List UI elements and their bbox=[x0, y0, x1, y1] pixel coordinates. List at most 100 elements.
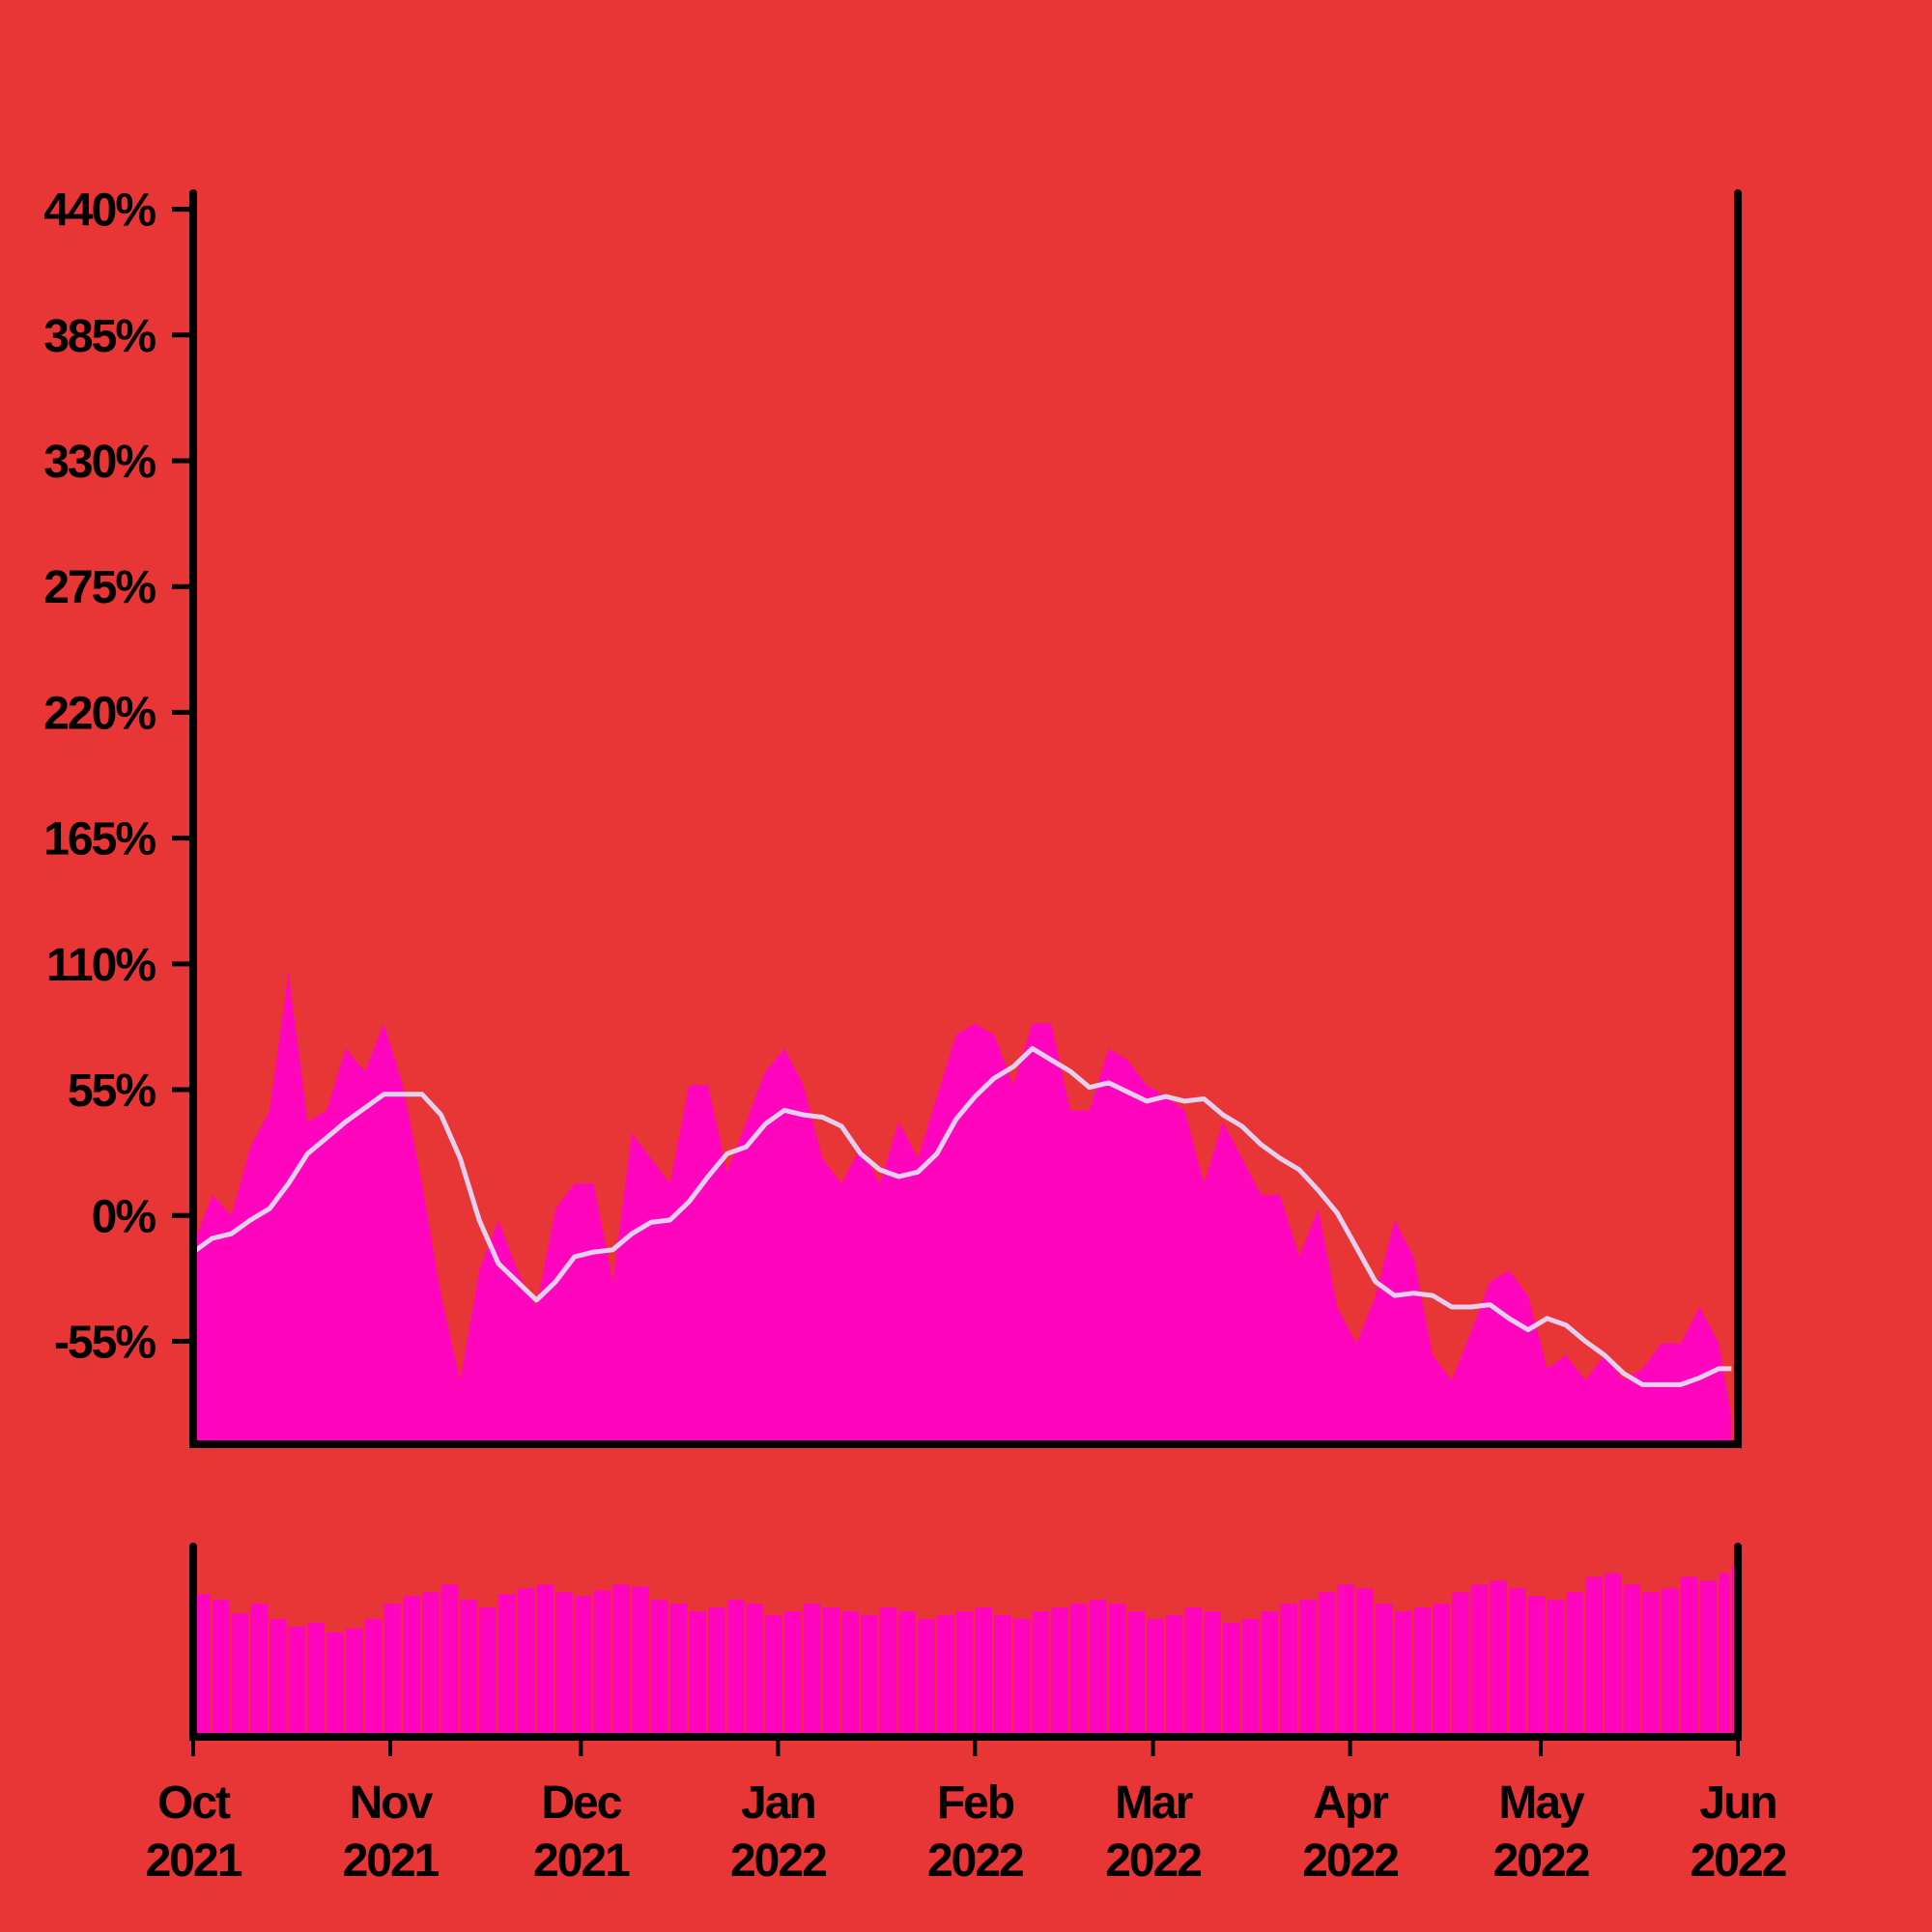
volume-bar bbox=[1165, 1614, 1183, 1737]
volume-bar bbox=[898, 1610, 917, 1737]
volume-bar bbox=[574, 1596, 592, 1737]
volume-bar bbox=[517, 1588, 535, 1737]
volume-bar bbox=[955, 1610, 974, 1737]
volume-bar bbox=[1051, 1607, 1069, 1737]
volume-bar bbox=[650, 1600, 668, 1737]
x-tick-label: Nov 2021 bbox=[343, 1777, 440, 1887]
volume-bar bbox=[193, 1594, 211, 1737]
x-tick-label: Oct 2021 bbox=[146, 1777, 242, 1887]
volume-bar bbox=[364, 1618, 383, 1737]
volume-bar bbox=[1699, 1580, 1718, 1737]
volume-bar bbox=[765, 1614, 782, 1737]
volume-bar bbox=[1204, 1610, 1221, 1737]
volume-bar bbox=[1394, 1610, 1412, 1737]
volume-bar bbox=[1261, 1610, 1279, 1737]
volume-bar bbox=[1490, 1580, 1508, 1737]
volume-bar bbox=[1089, 1600, 1107, 1737]
axis-frame bbox=[189, 189, 1742, 1448]
volume-bar bbox=[708, 1607, 725, 1737]
volume-bar bbox=[936, 1614, 954, 1737]
volume-bar bbox=[479, 1607, 497, 1737]
volume-bar bbox=[1719, 1573, 1730, 1737]
volume-bar bbox=[1318, 1592, 1336, 1737]
y-tick-label: 220% bbox=[43, 688, 156, 739]
volume-bar bbox=[1298, 1600, 1317, 1737]
volume-bar bbox=[497, 1594, 516, 1737]
volume-bar bbox=[1184, 1607, 1203, 1737]
volume-bar bbox=[669, 1604, 688, 1737]
volume-bar bbox=[1680, 1577, 1698, 1737]
volume-bar bbox=[1527, 1596, 1546, 1737]
y-tick-label: 440% bbox=[43, 185, 156, 237]
volume-bar bbox=[1147, 1618, 1164, 1737]
volume-bar bbox=[1375, 1604, 1393, 1737]
volume-bar bbox=[231, 1612, 249, 1737]
volume-bar bbox=[975, 1607, 993, 1737]
volume-bar bbox=[1108, 1604, 1126, 1737]
y-tick-label: 275% bbox=[43, 562, 156, 613]
volume-bar bbox=[918, 1618, 935, 1737]
volume-bar bbox=[1604, 1573, 1622, 1737]
volume-bar bbox=[726, 1600, 745, 1737]
volume-bar bbox=[1280, 1604, 1297, 1737]
area bbox=[193, 973, 1732, 1444]
volume-bar bbox=[1127, 1610, 1146, 1737]
y-tick-label: 55% bbox=[68, 1065, 156, 1117]
volume-bar bbox=[860, 1614, 878, 1737]
volume-bar bbox=[994, 1614, 1011, 1737]
y-tick-label: -55% bbox=[54, 1317, 156, 1368]
volume-bar bbox=[403, 1596, 420, 1737]
volume-bar bbox=[212, 1600, 230, 1737]
volume-bar bbox=[879, 1607, 897, 1737]
volume-bar bbox=[307, 1622, 326, 1737]
volume-bar bbox=[460, 1600, 478, 1737]
volume-bar bbox=[1547, 1600, 1565, 1737]
volume-bar bbox=[841, 1610, 859, 1737]
volume-bar bbox=[1356, 1588, 1374, 1737]
volume-bar bbox=[1241, 1618, 1260, 1737]
y-tick-label: 330% bbox=[43, 437, 156, 488]
volume-bar bbox=[1642, 1592, 1661, 1737]
y-tick-label: 110% bbox=[46, 940, 156, 991]
volume-bar bbox=[1413, 1607, 1432, 1737]
volume-bar bbox=[612, 1584, 631, 1737]
y-tick-label: 0% bbox=[92, 1191, 156, 1242]
moving-average-line bbox=[191, 1045, 1732, 1387]
volume-bar bbox=[783, 1610, 802, 1737]
axis-frame bbox=[189, 1543, 1742, 1741]
volume-bar bbox=[288, 1626, 306, 1737]
x-tick-label: Jun 2022 bbox=[1690, 1777, 1786, 1887]
volume-bar bbox=[1470, 1584, 1489, 1737]
volume-bar bbox=[1623, 1584, 1641, 1737]
volume-bar bbox=[345, 1628, 363, 1737]
volume-bar bbox=[1451, 1592, 1469, 1737]
volume-bar bbox=[1585, 1577, 1603, 1737]
volume-bar bbox=[269, 1618, 287, 1737]
volume-bar bbox=[593, 1590, 611, 1737]
volume-bar bbox=[1731, 1565, 1736, 1737]
volume-bar bbox=[440, 1584, 459, 1737]
volume-bar bbox=[1337, 1584, 1355, 1737]
x-tick-label: Dec 2021 bbox=[533, 1777, 630, 1887]
volume-bar bbox=[555, 1592, 573, 1737]
volume-bar bbox=[803, 1604, 821, 1737]
volume-bar bbox=[689, 1610, 706, 1737]
volume-bar bbox=[746, 1604, 764, 1737]
volume-bar bbox=[1032, 1610, 1050, 1737]
volume-bar bbox=[1433, 1604, 1450, 1737]
volume-bar bbox=[1566, 1592, 1584, 1737]
volume-bar bbox=[421, 1592, 440, 1737]
volume-bar bbox=[1662, 1588, 1679, 1737]
volume-bar bbox=[327, 1632, 344, 1737]
volume-bar bbox=[250, 1604, 268, 1737]
volume-bar bbox=[536, 1584, 554, 1737]
x-tick-label: May 2022 bbox=[1493, 1777, 1589, 1887]
x-tick-label: Feb 2022 bbox=[927, 1777, 1023, 1887]
x-tick-label: Mar 2022 bbox=[1105, 1777, 1201, 1887]
volume-bar bbox=[1509, 1588, 1526, 1737]
volume-bar bbox=[822, 1607, 840, 1737]
volume-bar bbox=[1070, 1604, 1088, 1737]
volume-bar bbox=[1223, 1622, 1240, 1737]
